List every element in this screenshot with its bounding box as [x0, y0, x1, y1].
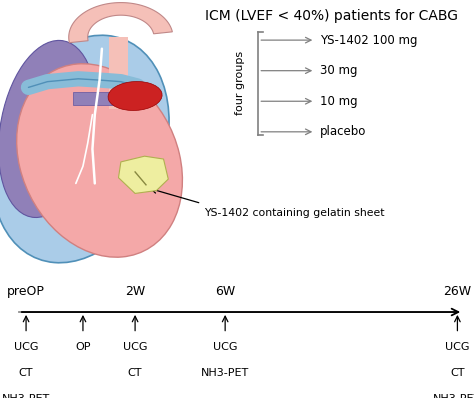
Text: CT: CT — [19, 368, 33, 378]
Ellipse shape — [0, 35, 169, 263]
Polygon shape — [109, 37, 128, 109]
Text: 6W: 6W — [215, 285, 235, 298]
Text: UCG: UCG — [445, 342, 470, 352]
Polygon shape — [69, 3, 173, 43]
Text: UCG: UCG — [213, 342, 237, 352]
Text: NH3-PET: NH3-PET — [433, 394, 474, 398]
Text: UCG: UCG — [123, 342, 147, 352]
Text: four groups: four groups — [235, 51, 246, 115]
Text: YS-1402 containing gelatin sheet: YS-1402 containing gelatin sheet — [204, 208, 384, 218]
Polygon shape — [73, 92, 140, 105]
Text: NH3-PET: NH3-PET — [2, 394, 50, 398]
Text: ICM (LVEF < 40%) patients for CABG: ICM (LVEF < 40%) patients for CABG — [205, 9, 458, 23]
Text: 2W: 2W — [125, 285, 145, 298]
Text: CT: CT — [450, 368, 465, 378]
Text: 30 mg: 30 mg — [320, 64, 357, 77]
Text: NH3-PET: NH3-PET — [201, 368, 249, 378]
Text: 10 mg: 10 mg — [320, 95, 357, 108]
Text: UCG: UCG — [14, 342, 38, 352]
Text: placebo: placebo — [320, 125, 366, 139]
Text: OP: OP — [75, 342, 91, 352]
Text: preOP: preOP — [7, 285, 45, 298]
Polygon shape — [118, 156, 168, 193]
Text: 26W: 26W — [443, 285, 472, 298]
Ellipse shape — [108, 82, 162, 111]
Ellipse shape — [17, 64, 182, 257]
Ellipse shape — [0, 41, 96, 217]
Text: YS-1402 100 mg: YS-1402 100 mg — [320, 33, 418, 47]
Text: CT: CT — [128, 368, 142, 378]
